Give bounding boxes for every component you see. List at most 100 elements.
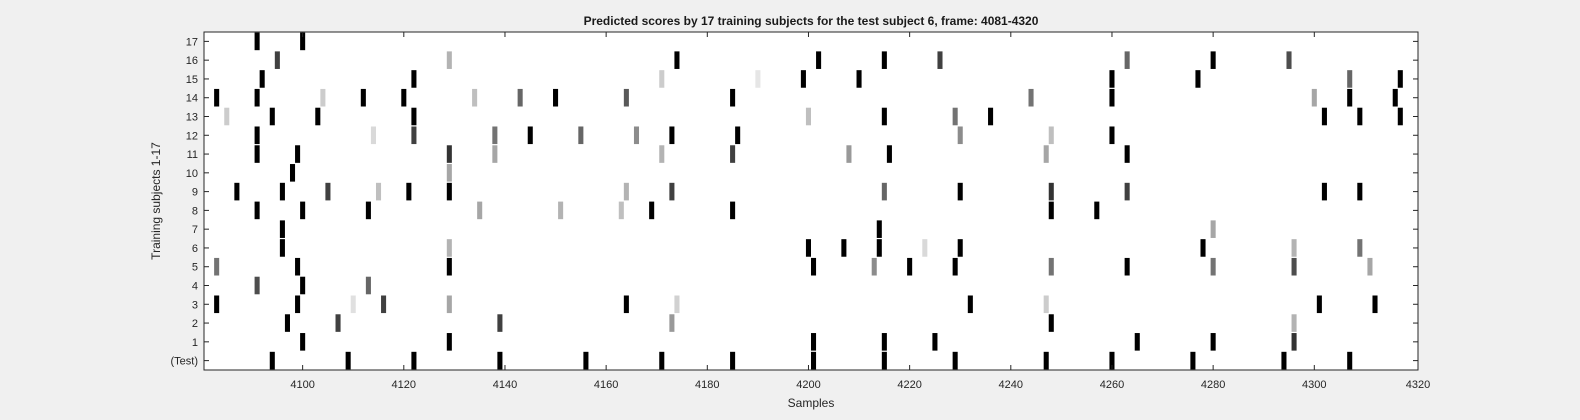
heatmap-cell [350, 295, 356, 314]
heatmap-cell [1048, 201, 1054, 220]
heatmap-cell [1094, 201, 1100, 220]
heatmap-cell [811, 351, 817, 370]
heatmap-cell [254, 88, 260, 107]
heatmap-cell [618, 201, 624, 220]
y-tick-label: 17 [186, 36, 198, 48]
heatmap-cell [952, 107, 958, 126]
heatmap-cell [300, 276, 306, 295]
heatmap-cell [886, 145, 892, 163]
heatmap-cell [279, 220, 285, 238]
heatmap-cell [730, 145, 736, 163]
x-tick-label: 4240 [999, 379, 1023, 391]
heatmap-cell [300, 32, 306, 51]
y-tick-label: 7 [192, 224, 198, 236]
x-axis-label: Samples [788, 396, 835, 410]
heatmap-cell [881, 351, 887, 370]
heatmap-cell [315, 107, 321, 126]
heatmap-cell [1347, 351, 1353, 370]
heatmap-cell [1291, 257, 1297, 276]
heatmap-cell [952, 257, 958, 276]
y-axis-label: Training subjects 1-17 [149, 142, 163, 260]
heatmap-cell [674, 295, 680, 314]
heatmap-cell [659, 70, 665, 88]
y-tick-label: 16 [186, 55, 198, 67]
heatmap-cell [1347, 70, 1353, 88]
heatmap-cell [1357, 239, 1363, 257]
plot-frame [203, 31, 1419, 371]
heatmap-cell [214, 257, 220, 276]
heatmap-cell [1109, 88, 1115, 107]
heatmap-cell [816, 51, 822, 69]
x-tick-label: 4180 [695, 379, 719, 391]
heatmap-cell [254, 126, 260, 145]
heatmap-cell [800, 70, 806, 88]
heatmap-cell [269, 107, 275, 126]
heatmap-cell [1043, 145, 1049, 163]
heatmap-cell [446, 182, 452, 201]
heatmap-cell [1291, 314, 1297, 332]
heatmap-cell [967, 295, 973, 314]
heatmap-cell [730, 201, 736, 220]
heatmap-cell [446, 333, 452, 351]
y-tick-label: 11 [187, 149, 198, 161]
heatmap-cell [811, 257, 817, 276]
heatmap-cell [952, 351, 958, 370]
heatmap-cell [1367, 257, 1373, 276]
heatmap-cell [881, 182, 887, 201]
heatmap-cell [578, 126, 584, 145]
heatmap-cell [320, 88, 326, 107]
heatmap-cell [1124, 182, 1130, 201]
heatmap-cell [1281, 351, 1287, 370]
heatmap-cell [300, 333, 306, 351]
heatmap-cell [365, 276, 371, 295]
heatmap-cell [922, 239, 928, 257]
heatmap-cell [254, 145, 260, 163]
heatmap-cell [1124, 145, 1130, 163]
heatmap-cell [411, 70, 417, 88]
y-tick-label: 15 [186, 74, 198, 86]
heatmap-cell [254, 32, 260, 51]
heatmap-cell [1392, 88, 1398, 107]
y-tick-label: (Test) [171, 356, 199, 368]
y-tick-label: 4 [192, 281, 198, 293]
heatmap-cell [730, 88, 736, 107]
heatmap-cell [1210, 51, 1216, 69]
heatmap-cell [649, 201, 655, 220]
heatmap-cell [755, 70, 761, 88]
heatmap-cell [492, 126, 498, 145]
heatmap-cell [957, 182, 963, 201]
heatmap-cell [1372, 295, 1378, 314]
y-tick-label: 1 [192, 337, 198, 349]
heatmap-cell [254, 276, 260, 295]
heatmap-cell [623, 295, 629, 314]
heatmap-cell [937, 51, 943, 69]
heatmap-cell [623, 88, 629, 107]
heatmap-cell [497, 314, 503, 332]
heatmap-cell [1397, 107, 1403, 126]
heatmap-cell [1048, 126, 1054, 145]
heatmap-cell [411, 107, 417, 126]
heatmap-cell [477, 201, 483, 220]
heatmap-cell [279, 239, 285, 257]
heatmap-cell [623, 182, 629, 201]
heatmap-cell [1291, 239, 1297, 257]
heatmap-cell [841, 239, 847, 257]
heatmap-cell [335, 314, 341, 332]
x-tick-label: 4320 [1406, 379, 1430, 391]
heatmap-cell [1043, 295, 1049, 314]
x-tick-label: 4260 [1100, 379, 1124, 391]
heatmap-cell [527, 126, 533, 145]
chart-title: Predicted scores by 17 training subjects… [584, 14, 1039, 28]
x-tick-label: 4140 [493, 379, 517, 391]
y-tick-label: 13 [186, 112, 198, 124]
x-tick-label: 4220 [897, 379, 921, 391]
x-tick-label: 4100 [290, 379, 314, 391]
heatmap-cell [1210, 257, 1216, 276]
heatmap-cell [370, 126, 376, 145]
heatmap-cell [446, 145, 452, 163]
heatmap-cell [871, 257, 877, 276]
heatmap-cell [558, 201, 564, 220]
heatmap-cell [411, 126, 417, 145]
